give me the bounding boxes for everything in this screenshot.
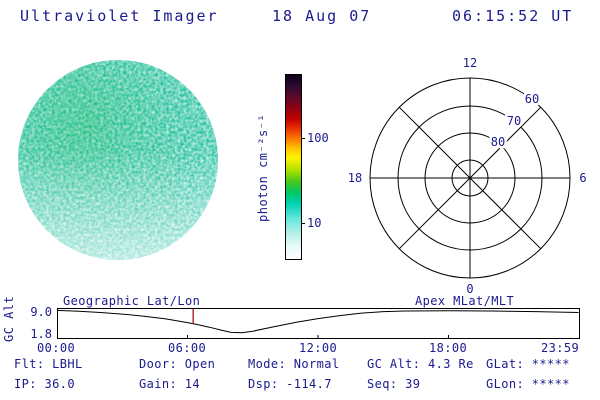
status-dsp: Dsp: -114.7 bbox=[248, 377, 332, 391]
status-glon: GLon: ***** bbox=[486, 377, 570, 391]
status-flt: Flt: LBHL bbox=[14, 357, 83, 371]
polar-hour-6: 6 bbox=[579, 171, 586, 185]
polar-lat-70: 70 bbox=[507, 114, 521, 128]
polar-hour-18: 18 bbox=[348, 171, 362, 185]
status-gc-alt: GC Alt: 4.3 Re bbox=[367, 357, 474, 371]
disk-noise-texture bbox=[18, 60, 218, 260]
colorbar-tick-100 bbox=[301, 138, 305, 139]
xtick-1800: 18:00 bbox=[429, 341, 468, 355]
xtick-2359: 23:59 bbox=[541, 341, 580, 355]
status-door: Door: Open bbox=[139, 357, 216, 371]
header-time: 06:15:52 UT bbox=[452, 7, 574, 25]
strip-ytick-9: 9.0 bbox=[30, 305, 52, 319]
colorbar-gradient bbox=[285, 74, 302, 260]
colorbar-tick-10 bbox=[301, 223, 305, 224]
strip-title-geographic: Geographic Lat/Lon bbox=[63, 294, 201, 308]
strip-plot-frame bbox=[57, 308, 580, 339]
app-title: Ultraviolet Imager bbox=[20, 7, 219, 25]
xtick-1200: 12:00 bbox=[299, 341, 338, 355]
colorbar-units-label: photon cm⁻²s⁻¹ bbox=[256, 113, 270, 223]
colorbar-tick-label-10: 10 bbox=[307, 216, 322, 230]
xtick-0600: 06:00 bbox=[168, 341, 207, 355]
strip-ytick-1-8: 1.8 bbox=[30, 327, 52, 341]
gc-alt-strip-chart bbox=[57, 308, 580, 339]
status-ip: IP: 36.0 bbox=[14, 377, 75, 391]
strip-ylabel: GC Alt bbox=[2, 295, 16, 342]
status-seq: Seq: 39 bbox=[367, 377, 421, 391]
status-glat: GLat: ***** bbox=[486, 357, 570, 371]
header-date: 18 Aug 07 bbox=[272, 7, 372, 25]
colorbar-tick-label-100: 100 bbox=[307, 131, 329, 145]
strip-x-ticks bbox=[187, 335, 449, 338]
strip-title-apex: Apex MLat/MLT bbox=[415, 294, 515, 308]
xtick-0000: 00:00 bbox=[37, 341, 76, 355]
gc-alt-curve bbox=[57, 309, 579, 334]
polar-grid-plot: 12 18 6 0 60 70 80 bbox=[348, 56, 587, 296]
polar-hour-0: 0 bbox=[466, 282, 473, 296]
polar-lat-60: 60 bbox=[525, 92, 539, 106]
polar-hour-12: 12 bbox=[463, 56, 477, 70]
polar-lat-80: 80 bbox=[491, 135, 505, 149]
uv-image-disk bbox=[18, 60, 218, 260]
status-mode: Mode: Normal bbox=[248, 357, 340, 371]
polar-spokes bbox=[370, 78, 570, 278]
status-gain: Gain: 14 bbox=[139, 377, 200, 391]
